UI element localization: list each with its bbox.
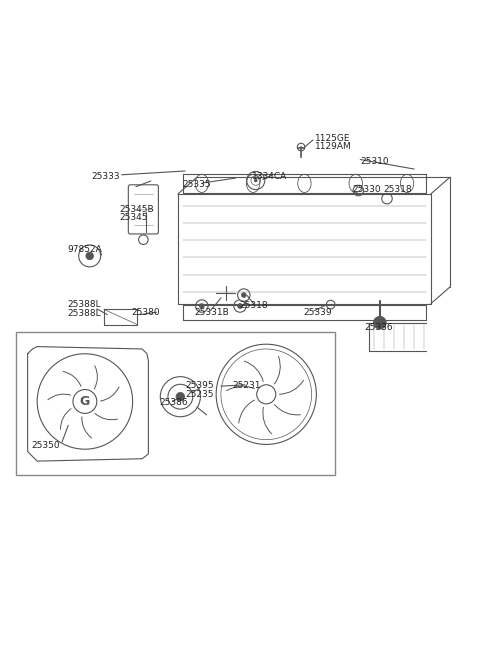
Text: 25333: 25333 — [91, 172, 120, 181]
Text: 25350: 25350 — [31, 441, 60, 451]
Circle shape — [221, 349, 312, 440]
Circle shape — [326, 300, 335, 309]
Text: 25380: 25380 — [131, 308, 160, 317]
Text: 25395: 25395 — [185, 381, 214, 390]
Text: 1125GE: 1125GE — [315, 134, 351, 143]
Text: 1129AM: 1129AM — [315, 142, 352, 151]
Circle shape — [160, 377, 200, 417]
Text: 25331B: 25331B — [195, 308, 229, 317]
Text: 25318: 25318 — [239, 301, 268, 310]
Circle shape — [238, 289, 250, 301]
Text: 25330: 25330 — [352, 185, 381, 194]
Circle shape — [37, 354, 132, 449]
Bar — [16, 332, 336, 476]
FancyBboxPatch shape — [128, 185, 158, 234]
Text: 25318: 25318 — [383, 185, 412, 194]
Text: 25388L: 25388L — [67, 309, 101, 318]
Circle shape — [241, 293, 246, 297]
Circle shape — [382, 193, 392, 204]
Text: 25310: 25310 — [360, 157, 389, 166]
Text: 25345: 25345 — [120, 214, 148, 222]
Text: 25235: 25235 — [185, 390, 214, 399]
Text: 1334CA: 1334CA — [252, 172, 288, 181]
Text: 25388L: 25388L — [67, 300, 101, 309]
Circle shape — [353, 185, 364, 196]
Text: 25335: 25335 — [183, 180, 211, 189]
Text: 25336: 25336 — [364, 323, 393, 332]
Circle shape — [238, 304, 242, 309]
Circle shape — [196, 300, 208, 312]
Text: 25386: 25386 — [160, 398, 189, 407]
Circle shape — [254, 179, 257, 182]
Circle shape — [176, 392, 185, 401]
Text: 25231: 25231 — [232, 381, 260, 390]
Circle shape — [199, 304, 204, 309]
Circle shape — [86, 252, 94, 260]
Circle shape — [247, 172, 265, 189]
Circle shape — [373, 316, 386, 329]
Text: G: G — [80, 395, 90, 408]
Circle shape — [79, 245, 101, 267]
Text: 97852A: 97852A — [67, 245, 102, 254]
Text: 25339: 25339 — [303, 308, 332, 317]
Text: 25345B: 25345B — [120, 204, 155, 214]
Circle shape — [234, 300, 246, 312]
Circle shape — [216, 345, 316, 445]
